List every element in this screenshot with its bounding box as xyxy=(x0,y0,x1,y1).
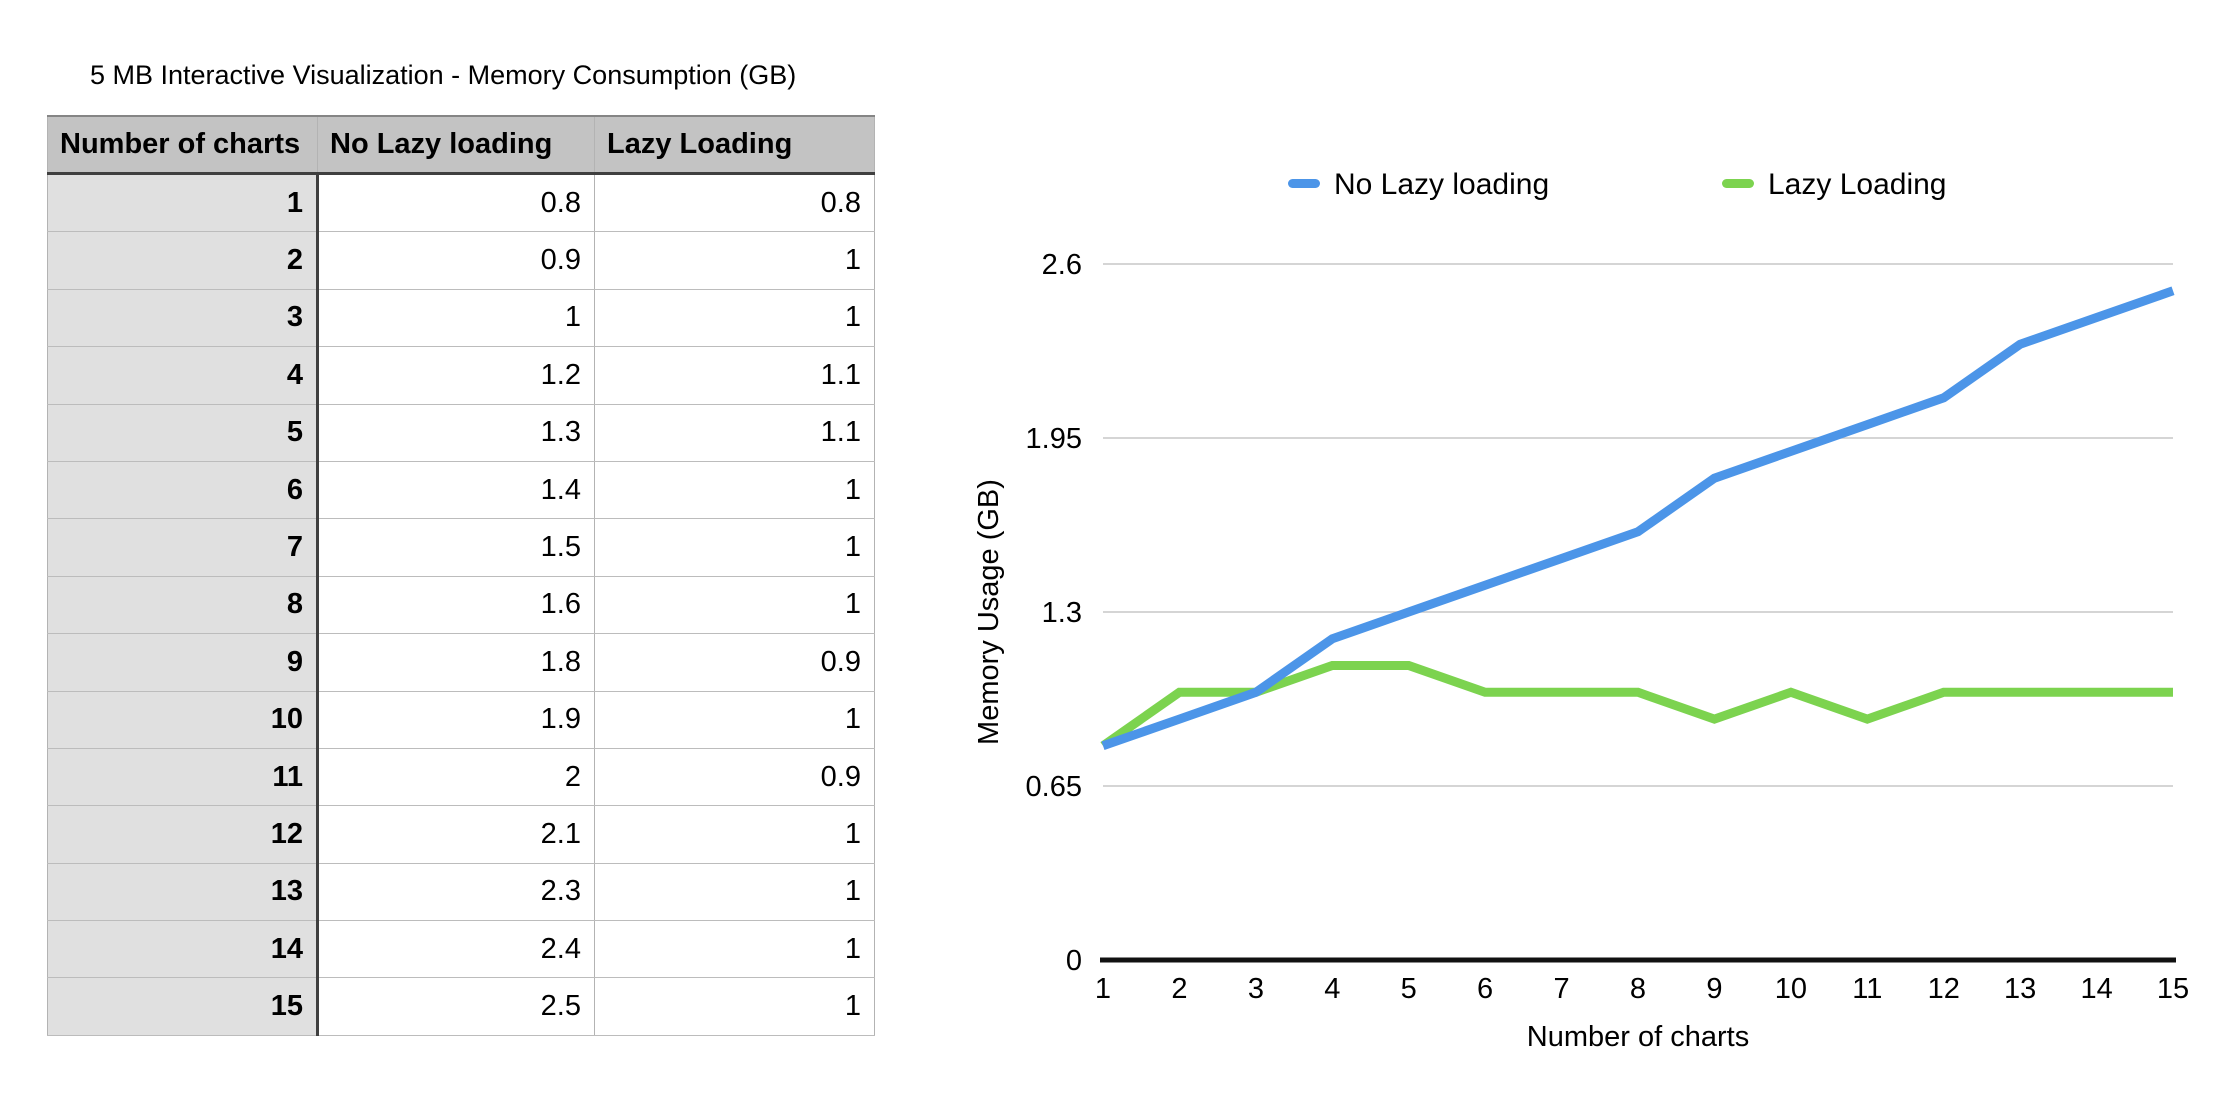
cell-no-lazy-loading: 2 xyxy=(317,748,595,807)
table-title: 5 MB Interactive Visualization - Memory … xyxy=(90,60,797,90)
cell-lazy-loading: 1 xyxy=(594,691,875,749)
x-tick-label: 7 xyxy=(1554,973,1570,1005)
table-row: 4 1.2 1.1 xyxy=(47,346,875,405)
table-row: 6 1.4 1 xyxy=(47,461,875,520)
cell-no-lazy-loading: 1.2 xyxy=(317,346,595,405)
x-tick-label: 12 xyxy=(1928,973,1960,1005)
row-header: 1 xyxy=(47,173,319,233)
y-axis-title: Memory Usage (GB) xyxy=(973,479,1005,745)
row-header: 7 xyxy=(47,518,319,577)
cell-lazy-loading: 1 xyxy=(594,863,875,922)
cell-no-lazy-loading: 2.4 xyxy=(317,920,595,979)
cell-lazy-loading: 1.1 xyxy=(594,346,875,405)
cell-lazy-loading: 1 xyxy=(594,461,875,520)
cell-lazy-loading: 0.9 xyxy=(594,748,875,807)
col-header-lazy-loading: Lazy Loading xyxy=(594,115,875,175)
x-tick-label: 1 xyxy=(1095,973,1111,1005)
table-row: 2 0.9 1 xyxy=(47,231,875,290)
table-row: 7 1.5 1 xyxy=(47,518,875,577)
table-row: 13 2.3 1 xyxy=(47,863,875,922)
legend-marker-no-lazy-loading xyxy=(1288,179,1320,188)
row-header: 4 xyxy=(47,346,319,405)
x-tick-label: 2 xyxy=(1171,973,1187,1005)
cell-no-lazy-loading: 1 xyxy=(317,289,595,348)
row-header: 5 xyxy=(47,404,319,462)
cell-lazy-loading: 0.8 xyxy=(594,173,875,233)
cell-no-lazy-loading: 2.1 xyxy=(317,805,595,864)
x-tick-label: 14 xyxy=(2080,973,2112,1005)
table-row: 15 2.5 1 xyxy=(47,977,875,1036)
y-tick-label: 2.6 xyxy=(1042,249,1082,281)
row-header: 3 xyxy=(47,289,319,348)
y-tick-label: 1.95 xyxy=(1026,423,1082,455)
table-row: 5 1.3 1.1 xyxy=(47,404,875,462)
row-header: 10 xyxy=(47,691,319,749)
row-header: 13 xyxy=(47,863,319,922)
y-tick-label: 1.3 xyxy=(1042,597,1082,629)
legend-marker-lazy-loading xyxy=(1722,179,1754,188)
x-tick-label: 13 xyxy=(2004,973,2036,1005)
cell-no-lazy-loading: 0.8 xyxy=(317,173,595,233)
legend-label-no-lazy-loading: No Lazy loading xyxy=(1334,168,1549,201)
row-header: 12 xyxy=(47,805,319,864)
row-header: 6 xyxy=(47,461,319,520)
cell-lazy-loading: 1 xyxy=(594,231,875,290)
cell-lazy-loading: 1 xyxy=(594,518,875,577)
x-tick-label: 10 xyxy=(1775,973,1807,1005)
y-tick-label: 0 xyxy=(1066,945,1082,977)
x-tick-label: 9 xyxy=(1706,973,1722,1005)
table-row: 14 2.4 1 xyxy=(47,920,875,979)
series-line-no-lazy-loading xyxy=(1101,286,2175,751)
cell-no-lazy-loading: 1.8 xyxy=(317,633,595,692)
col-header-no-lazy-loading: No Lazy loading xyxy=(317,115,595,175)
row-header: 8 xyxy=(47,576,319,635)
cell-lazy-loading: 0.9 xyxy=(594,633,875,692)
cell-no-lazy-loading: 1.4 xyxy=(317,461,595,520)
cell-lazy-loading: 1 xyxy=(594,920,875,979)
cell-lazy-loading: 1.1 xyxy=(594,404,875,462)
x-axis-title: Number of charts xyxy=(1527,1021,1749,1053)
table-row: 1 0.8 0.8 xyxy=(47,173,875,233)
row-header: 15 xyxy=(47,977,319,1036)
table-header-row: Number of charts No Lazy loading Lazy Lo… xyxy=(47,115,875,175)
table-row: 12 2.1 1 xyxy=(47,805,875,864)
x-tick-label: 5 xyxy=(1401,973,1417,1005)
table-row: 8 1.6 1 xyxy=(47,576,875,635)
cell-no-lazy-loading: 1.6 xyxy=(317,576,595,635)
table-row: 9 1.8 0.9 xyxy=(47,633,875,692)
x-tick-label: 3 xyxy=(1248,973,1264,1005)
memory-table: Number of charts No Lazy loading Lazy Lo… xyxy=(47,115,875,1036)
row-header: 2 xyxy=(47,231,319,290)
table-row: 11 2 0.9 xyxy=(47,748,875,807)
table-row: 10 1.9 1 xyxy=(47,691,875,749)
series-line-lazy-loading xyxy=(1100,661,2173,750)
row-header: 9 xyxy=(47,633,319,692)
cell-no-lazy-loading: 1.5 xyxy=(317,518,595,577)
cell-no-lazy-loading: 2.3 xyxy=(317,863,595,922)
row-header: 14 xyxy=(47,920,319,979)
cell-lazy-loading: 1 xyxy=(594,576,875,635)
cell-no-lazy-loading: 2.5 xyxy=(317,977,595,1036)
x-tick-label: 6 xyxy=(1477,973,1493,1005)
col-header-number-of-charts: Number of charts xyxy=(47,115,318,175)
y-tick-label: 0.65 xyxy=(1026,771,1082,803)
cell-no-lazy-loading: 1.9 xyxy=(317,691,595,749)
cell-no-lazy-loading: 1.3 xyxy=(317,404,595,462)
cell-lazy-loading: 1 xyxy=(594,805,875,864)
cell-no-lazy-loading: 0.9 xyxy=(317,231,595,290)
legend-label-lazy-loading: Lazy Loading xyxy=(1768,168,1946,201)
x-tick-label: 4 xyxy=(1324,973,1340,1005)
x-tick-label: 8 xyxy=(1630,973,1646,1005)
x-tick-label: 15 xyxy=(2157,973,2189,1005)
cell-lazy-loading: 1 xyxy=(594,289,875,348)
cell-lazy-loading: 1 xyxy=(594,977,875,1036)
x-tick-label: 11 xyxy=(1852,973,1882,1005)
row-header: 11 xyxy=(47,748,319,807)
